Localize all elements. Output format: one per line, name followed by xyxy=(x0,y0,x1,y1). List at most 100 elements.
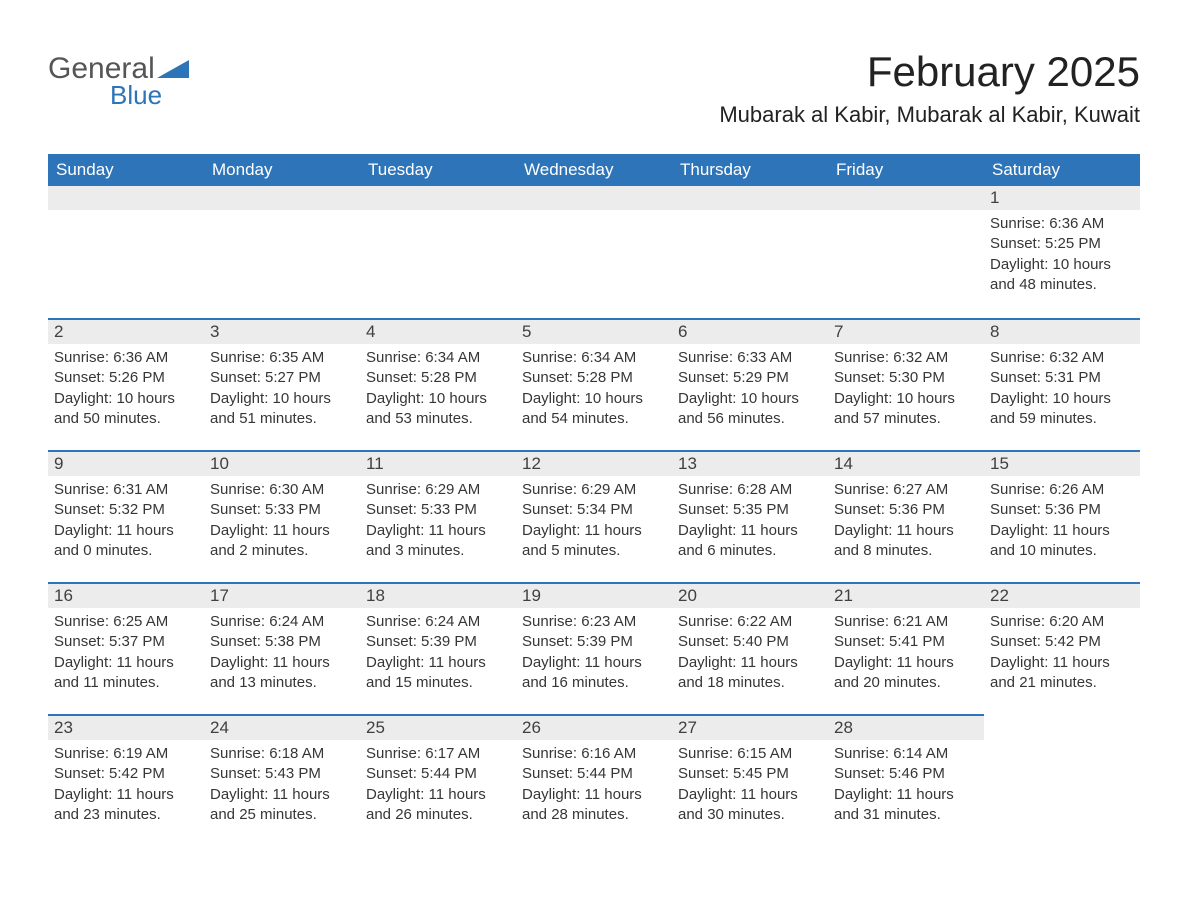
sunset-line: Sunset: 5:42 PM xyxy=(990,632,1134,652)
daylight-line: Daylight: 11 hours and 5 minutes. xyxy=(522,521,666,562)
daylight-line: Daylight: 11 hours and 18 minutes. xyxy=(678,653,822,694)
sunrise-line: Sunrise: 6:18 AM xyxy=(210,744,354,764)
calendar-cell xyxy=(984,714,1140,846)
day-number: 25 xyxy=(360,714,516,740)
sunrise-line: Sunrise: 6:27 AM xyxy=(834,480,978,500)
day-number: 1 xyxy=(984,186,1140,210)
weekday-header: Sunday xyxy=(48,154,204,186)
day-details: Sunrise: 6:24 AMSunset: 5:39 PMDaylight:… xyxy=(360,608,516,693)
sunset-line: Sunset: 5:33 PM xyxy=(210,500,354,520)
blank-daynum-bar xyxy=(516,186,672,210)
calendar-cell: 6Sunrise: 6:33 AMSunset: 5:29 PMDaylight… xyxy=(672,318,828,450)
day-details: Sunrise: 6:31 AMSunset: 5:32 PMDaylight:… xyxy=(48,476,204,561)
sunrise-line: Sunrise: 6:24 AM xyxy=(210,612,354,632)
sunrise-line: Sunrise: 6:26 AM xyxy=(990,480,1134,500)
sunrise-line: Sunrise: 6:25 AM xyxy=(54,612,198,632)
day-number: 8 xyxy=(984,318,1140,344)
daylight-line: Daylight: 11 hours and 10 minutes. xyxy=(990,521,1134,562)
sunset-line: Sunset: 5:38 PM xyxy=(210,632,354,652)
sunrise-line: Sunrise: 6:34 AM xyxy=(366,348,510,368)
daylight-line: Daylight: 11 hours and 11 minutes. xyxy=(54,653,198,694)
sunset-line: Sunset: 5:44 PM xyxy=(522,764,666,784)
sunrise-line: Sunrise: 6:36 AM xyxy=(990,214,1134,234)
blank-daynum-bar xyxy=(48,186,204,210)
weekday-header: Thursday xyxy=(672,154,828,186)
calendar-cell: 3Sunrise: 6:35 AMSunset: 5:27 PMDaylight… xyxy=(204,318,360,450)
daylight-line: Daylight: 11 hours and 20 minutes. xyxy=(834,653,978,694)
daylight-line: Daylight: 11 hours and 26 minutes. xyxy=(366,785,510,826)
day-number: 4 xyxy=(360,318,516,344)
sunrise-line: Sunrise: 6:29 AM xyxy=(366,480,510,500)
calendar-cell: 1Sunrise: 6:36 AMSunset: 5:25 PMDaylight… xyxy=(984,186,1140,318)
daylight-line: Daylight: 10 hours and 48 minutes. xyxy=(990,255,1134,296)
weekday-header: Friday xyxy=(828,154,984,186)
sunrise-line: Sunrise: 6:16 AM xyxy=(522,744,666,764)
calendar-cell: 15Sunrise: 6:26 AMSunset: 5:36 PMDayligh… xyxy=(984,450,1140,582)
blank-daynum-bar xyxy=(828,186,984,210)
day-number: 2 xyxy=(48,318,204,344)
day-details: Sunrise: 6:20 AMSunset: 5:42 PMDaylight:… xyxy=(984,608,1140,693)
sunset-line: Sunset: 5:40 PM xyxy=(678,632,822,652)
topbar: General Blue February 2025 Mubarak al Ka… xyxy=(48,48,1140,136)
sunrise-line: Sunrise: 6:14 AM xyxy=(834,744,978,764)
sunset-line: Sunset: 5:30 PM xyxy=(834,368,978,388)
calendar-cell: 20Sunrise: 6:22 AMSunset: 5:40 PMDayligh… xyxy=(672,582,828,714)
sunrise-line: Sunrise: 6:23 AM xyxy=(522,612,666,632)
day-number: 6 xyxy=(672,318,828,344)
calendar-cell: 12Sunrise: 6:29 AMSunset: 5:34 PMDayligh… xyxy=(516,450,672,582)
day-details: Sunrise: 6:33 AMSunset: 5:29 PMDaylight:… xyxy=(672,344,828,429)
title-block: February 2025 Mubarak al Kabir, Mubarak … xyxy=(719,48,1140,136)
sunrise-line: Sunrise: 6:36 AM xyxy=(54,348,198,368)
day-details: Sunrise: 6:27 AMSunset: 5:36 PMDaylight:… xyxy=(828,476,984,561)
weekday-header: Tuesday xyxy=(360,154,516,186)
calendar-table: SundayMondayTuesdayWednesdayThursdayFrid… xyxy=(48,154,1140,846)
sunset-line: Sunset: 5:43 PM xyxy=(210,764,354,784)
sunrise-line: Sunrise: 6:31 AM xyxy=(54,480,198,500)
calendar-cell: 25Sunrise: 6:17 AMSunset: 5:44 PMDayligh… xyxy=(360,714,516,846)
day-number: 3 xyxy=(204,318,360,344)
day-number: 22 xyxy=(984,582,1140,608)
calendar-cell xyxy=(672,186,828,318)
daylight-line: Daylight: 11 hours and 3 minutes. xyxy=(366,521,510,562)
calendar-cell: 18Sunrise: 6:24 AMSunset: 5:39 PMDayligh… xyxy=(360,582,516,714)
calendar-cell: 17Sunrise: 6:24 AMSunset: 5:38 PMDayligh… xyxy=(204,582,360,714)
day-number: 12 xyxy=(516,450,672,476)
day-details: Sunrise: 6:29 AMSunset: 5:33 PMDaylight:… xyxy=(360,476,516,561)
sunrise-line: Sunrise: 6:34 AM xyxy=(522,348,666,368)
calendar-cell: 9Sunrise: 6:31 AMSunset: 5:32 PMDaylight… xyxy=(48,450,204,582)
day-number: 11 xyxy=(360,450,516,476)
day-number: 26 xyxy=(516,714,672,740)
calendar-cell: 7Sunrise: 6:32 AMSunset: 5:30 PMDaylight… xyxy=(828,318,984,450)
sunset-line: Sunset: 5:27 PM xyxy=(210,368,354,388)
calendar-header-row: SundayMondayTuesdayWednesdayThursdayFrid… xyxy=(48,154,1140,186)
day-details: Sunrise: 6:28 AMSunset: 5:35 PMDaylight:… xyxy=(672,476,828,561)
sunrise-line: Sunrise: 6:32 AM xyxy=(834,348,978,368)
day-details: Sunrise: 6:19 AMSunset: 5:42 PMDaylight:… xyxy=(48,740,204,825)
day-number: 10 xyxy=(204,450,360,476)
sunset-line: Sunset: 5:29 PM xyxy=(678,368,822,388)
blank-daynum-bar xyxy=(360,186,516,210)
day-number: 9 xyxy=(48,450,204,476)
calendar-cell: 4Sunrise: 6:34 AMSunset: 5:28 PMDaylight… xyxy=(360,318,516,450)
daylight-line: Daylight: 11 hours and 6 minutes. xyxy=(678,521,822,562)
blank-daynum-bar xyxy=(204,186,360,210)
daylight-line: Daylight: 10 hours and 54 minutes. xyxy=(522,389,666,430)
sunset-line: Sunset: 5:41 PM xyxy=(834,632,978,652)
daylight-line: Daylight: 11 hours and 0 minutes. xyxy=(54,521,198,562)
calendar-cell xyxy=(204,186,360,318)
day-details: Sunrise: 6:29 AMSunset: 5:34 PMDaylight:… xyxy=(516,476,672,561)
day-number: 21 xyxy=(828,582,984,608)
day-number: 14 xyxy=(828,450,984,476)
day-details: Sunrise: 6:36 AMSunset: 5:25 PMDaylight:… xyxy=(984,210,1140,295)
sunset-line: Sunset: 5:36 PM xyxy=(834,500,978,520)
calendar-cell: 21Sunrise: 6:21 AMSunset: 5:41 PMDayligh… xyxy=(828,582,984,714)
sunrise-line: Sunrise: 6:15 AM xyxy=(678,744,822,764)
calendar-cell: 2Sunrise: 6:36 AMSunset: 5:26 PMDaylight… xyxy=(48,318,204,450)
day-details: Sunrise: 6:32 AMSunset: 5:30 PMDaylight:… xyxy=(828,344,984,429)
day-number: 5 xyxy=(516,318,672,344)
sunset-line: Sunset: 5:31 PM xyxy=(990,368,1134,388)
sunset-line: Sunset: 5:39 PM xyxy=(522,632,666,652)
day-number: 16 xyxy=(48,582,204,608)
day-number: 24 xyxy=(204,714,360,740)
month-title: February 2025 xyxy=(719,48,1140,96)
